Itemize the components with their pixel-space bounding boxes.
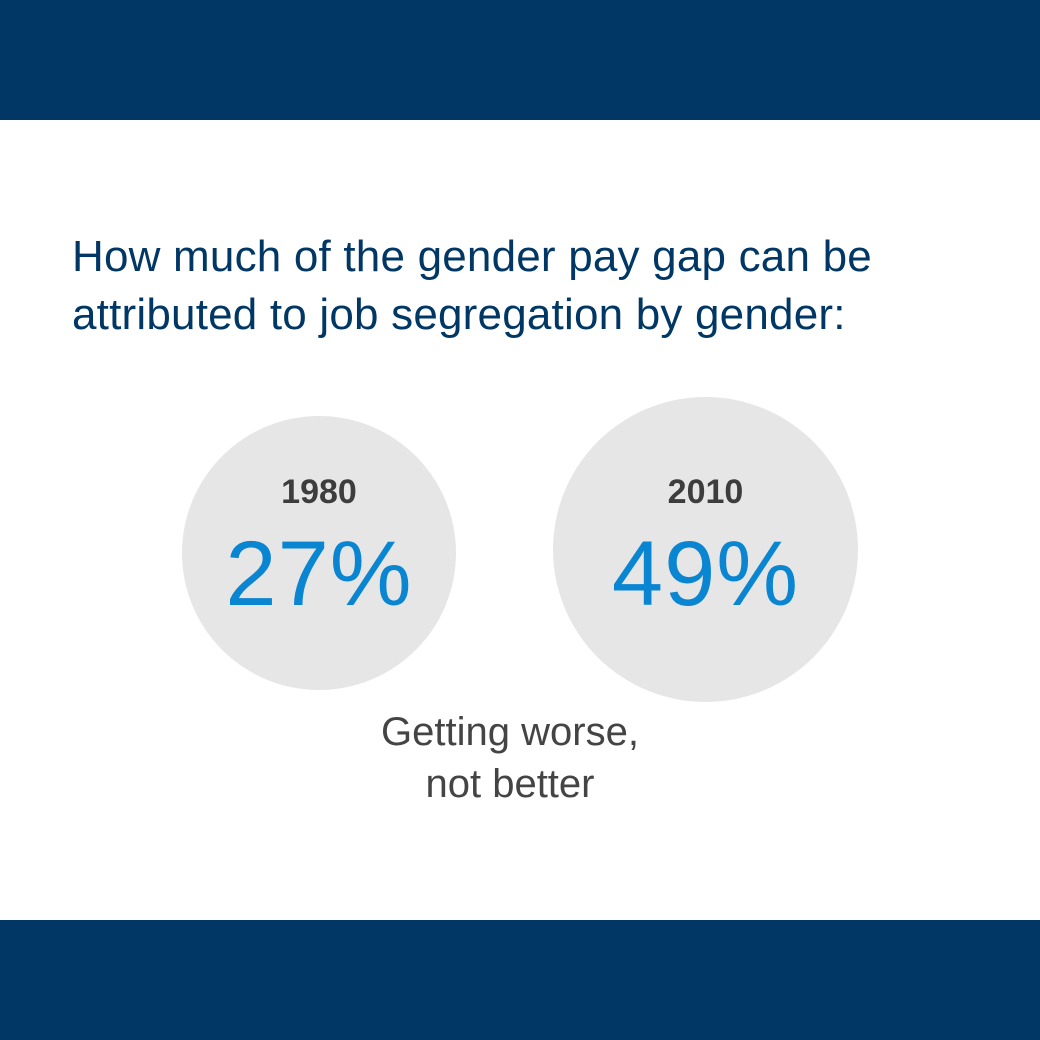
caption-line-2: not better bbox=[425, 762, 595, 806]
headline-line-1: How much of the gender pay gap can be bbox=[72, 232, 872, 281]
stat-circle-1980: 1980 27% bbox=[182, 416, 456, 690]
stat-year-2010: 2010 bbox=[667, 473, 744, 511]
headline-line-2: attributed to job segregation by gender: bbox=[72, 290, 846, 339]
headline: How much of the gender pay gap can be at… bbox=[72, 228, 992, 344]
caption-line-1: Getting worse, bbox=[381, 710, 639, 754]
stat-percent-1980: 27% bbox=[225, 523, 413, 625]
stat-year-1980: 1980 bbox=[281, 473, 357, 511]
caption: Getting worse, not better bbox=[320, 706, 700, 810]
top-banner bbox=[0, 0, 1040, 120]
stat-percent-2010: 49% bbox=[611, 523, 800, 625]
bottom-banner bbox=[0, 920, 1040, 1040]
stat-circle-2010: 2010 49% bbox=[553, 397, 858, 702]
